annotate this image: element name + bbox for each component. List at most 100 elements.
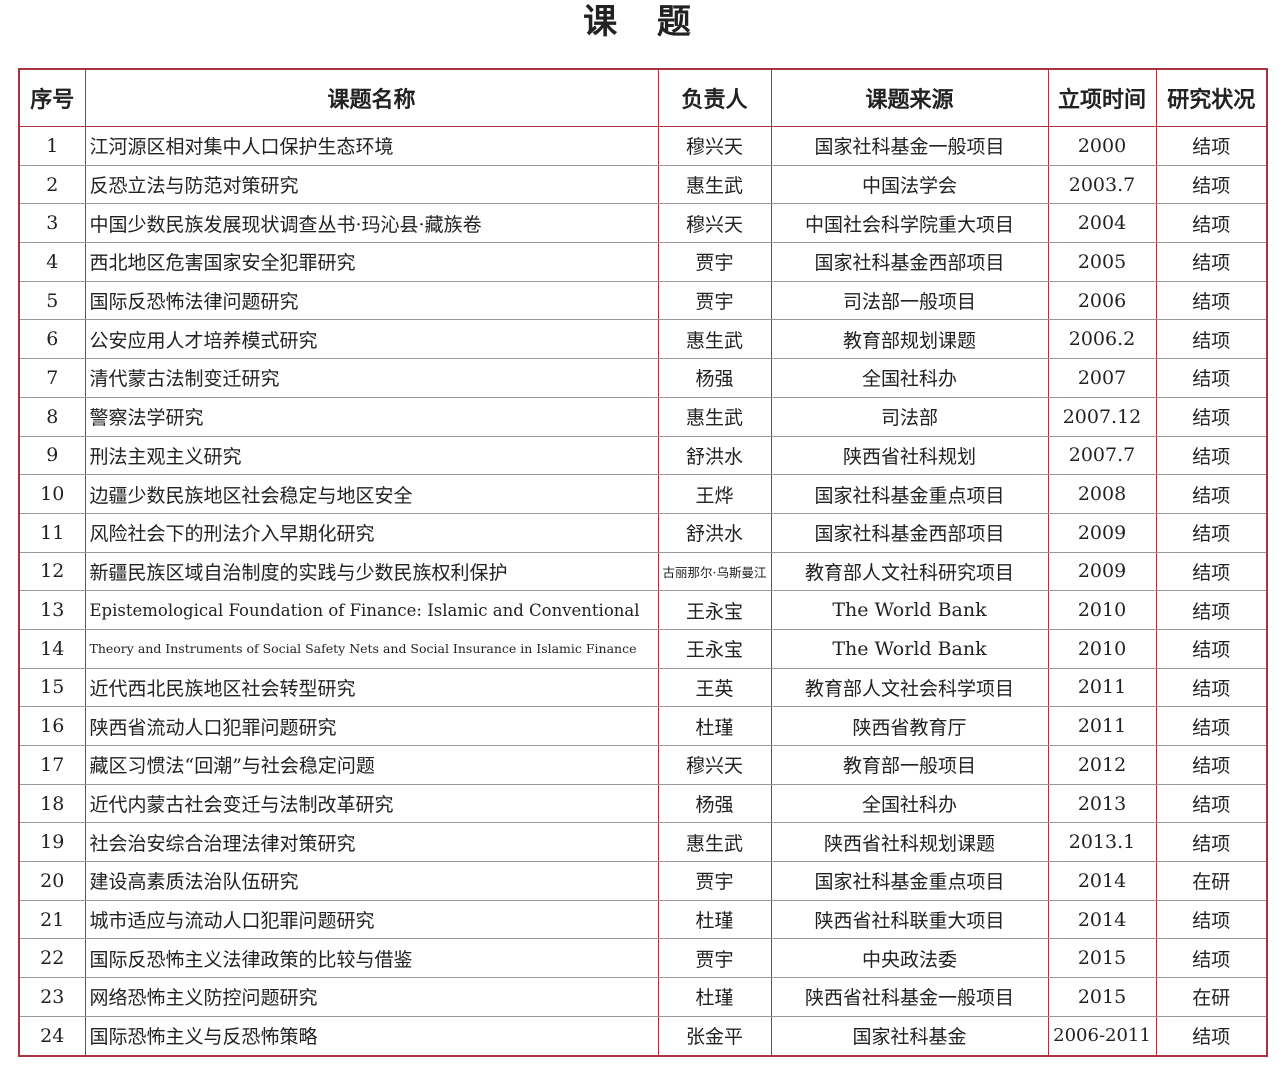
table-cell: 穆兴天	[657, 126, 772, 166]
table-cell: 在研	[1155, 861, 1268, 901]
table-row: 17 藏区习惯法“回潮”与社会稳定问题 穆兴天 教育部一般项目 2012 结项	[18, 745, 1268, 785]
project-table: 序号 课题名称 负责人 课题来源 立项时间 研究状况 1 江河源区相对集中人口保护生态环境穆…	[18, 68, 1268, 1057]
table-cell: 陕西省社科联重大项目	[770, 899, 1049, 940]
table-cell: 国家社科基金西部项目	[770, 242, 1049, 282]
table-cell: 贾宇	[657, 280, 772, 321]
table-cell: 2008	[1047, 474, 1157, 514]
table-cell: 16	[18, 706, 86, 746]
table-cell: 杜瑾	[657, 899, 772, 940]
table-cell: 陕西省社科规划课题	[770, 822, 1049, 863]
table-row: 13 Epistemological Foundation of Finance:…	[18, 590, 1268, 630]
table-cell: 2003.7	[1047, 164, 1157, 205]
header-row: 序号 课题名称 负责人 课题来源 立项时间 研究状况	[18, 68, 1268, 127]
table-cell: 18	[18, 783, 86, 824]
table-cell: 王永宝	[657, 590, 772, 630]
table-cell: 教育部一般项目	[770, 745, 1049, 785]
table-cell: 陕西省教育厅	[770, 706, 1049, 746]
table-cell: 结项	[1155, 203, 1268, 244]
table-cell: 3	[18, 203, 86, 244]
table-row: 21 城市适应与流动人口犯罪问题研究 杜瑾 陕西省社科联重大项目 2014 结项	[18, 899, 1268, 940]
table-cell: 结项	[1155, 164, 1268, 205]
table-cell: 2004	[1047, 203, 1157, 244]
table-cell: Epistemological Foundation of Finance: I…	[84, 590, 659, 630]
table-cell: 结项	[1155, 126, 1268, 166]
table-cell: 8	[18, 396, 86, 437]
table-cell: 2010	[1047, 628, 1157, 669]
table-cell: 城市适应与流动人口犯罪问题研究	[84, 899, 659, 940]
table-cell: Theory and Instruments of Social Safety …	[84, 628, 659, 669]
header-cell: 课题名称	[84, 68, 659, 127]
table-cell: 警察法学研究	[84, 396, 659, 437]
table-row: 8 警察法学研究 惠生武 司法部 2007.12 结项	[18, 396, 1268, 437]
table-cell: 结项	[1155, 474, 1268, 514]
table-cell: 2010	[1047, 590, 1157, 630]
table-row: 15 近代西北民族地区社会转型研究 王英 教育部人文社会科学项目 2011 结项	[18, 667, 1268, 708]
table-row: 14 Theory and Instruments of Social Safet…	[18, 628, 1268, 669]
table-cell: 10	[18, 474, 86, 514]
table-cell: 结项	[1155, 512, 1268, 553]
table-row: 6 公安应用人才培养模式研究 惠生武 教育部规划课题 2006.2 结项	[18, 319, 1268, 360]
table-cell: 2011	[1047, 706, 1157, 746]
table-cell: 结项	[1155, 783, 1268, 824]
table-cell: 清代蒙古法制变迁研究	[84, 358, 659, 398]
table-cell: 国家社科基金重点项目	[770, 474, 1049, 514]
table-cell: 司法部	[770, 396, 1049, 437]
table-row: 16 陕西省流动人口犯罪问题研究 杜瑾 陕西省教育厅 2011 结项	[18, 706, 1268, 746]
table-cell: 新疆民族区域自治制度的实践与少数民族权利保护	[84, 551, 659, 592]
table-cell: 12	[18, 551, 86, 592]
table-cell: 杨强	[657, 783, 772, 824]
table-row: 1 江河源区相对集中人口保护生态环境 穆兴天 国家社科基金一般项目 2000 结项	[18, 126, 1268, 166]
table-cell: 藏区习惯法“回潮”与社会稳定问题	[84, 745, 659, 785]
table-cell: 2007	[1047, 358, 1157, 398]
table-cell: 23	[18, 977, 86, 1017]
table-cell: 结项	[1155, 319, 1268, 360]
table-cell: 惠生武	[657, 822, 772, 863]
table-cell: 结项	[1155, 628, 1268, 669]
table-cell: 6	[18, 319, 86, 360]
table-cell: 22	[18, 938, 86, 979]
table-cell: 2013.1	[1047, 822, 1157, 863]
table-cell: 国家社科基金西部项目	[770, 512, 1049, 553]
table-cell: 杜瑾	[657, 706, 772, 746]
table-cell: 结项	[1155, 590, 1268, 630]
table-cell: 社会治安综合治理法律对策研究	[84, 822, 659, 863]
table-cell: 全国社科办	[770, 783, 1049, 824]
table-cell: 舒洪水	[657, 435, 772, 476]
table-cell: 2011	[1047, 667, 1157, 708]
table-cell: 全国社科办	[770, 358, 1049, 398]
table-cell: 结项	[1155, 396, 1268, 437]
table-cell: 西北地区危害国家安全犯罪研究	[84, 242, 659, 282]
table-cell: 中国社会科学院重大项目	[770, 203, 1049, 244]
table-cell: 2012	[1047, 745, 1157, 785]
table-cell: 17	[18, 745, 86, 785]
header-cell: 序号	[18, 68, 86, 127]
table-row: 24 国际恐怖主义与反恐怖策略 张金平 国家社科基金 2006-2011 结项	[18, 1015, 1268, 1057]
table-cell: 11	[18, 512, 86, 553]
table-row: 12 新疆民族区域自治制度的实践与少数民族权利保护 古丽那尔·乌斯曼江 教育部人文社科…	[18, 551, 1268, 592]
table-cell: 陕西省社科规划	[770, 435, 1049, 476]
table-cell: 风险社会下的刑法介入早期化研究	[84, 512, 659, 553]
table-cell: 国家社科基金一般项目	[770, 126, 1049, 166]
table-cell: 结项	[1155, 745, 1268, 785]
table-cell: 14	[18, 628, 86, 669]
table-cell: 结项	[1155, 358, 1268, 398]
table-cell: 穆兴天	[657, 745, 772, 785]
table-cell: 公安应用人才培养模式研究	[84, 319, 659, 360]
table-cell: 王英	[657, 667, 772, 708]
table-cell: 杨强	[657, 358, 772, 398]
table-cell: 结项	[1155, 435, 1268, 476]
table-cell: 4	[18, 242, 86, 282]
table-cell: 2015	[1047, 938, 1157, 979]
table-cell: 王永宝	[657, 628, 772, 669]
table-cell: 中国法学会	[770, 164, 1049, 205]
table-cell: 结项	[1155, 899, 1268, 940]
table-cell: 惠生武	[657, 164, 772, 205]
table-cell: 国际反恐怖主义法律政策的比较与借鉴	[84, 938, 659, 979]
table-row: 19 社会治安综合治理法律对策研究 惠生武 陕西省社科规划课题 2013.1 结项	[18, 822, 1268, 863]
table-row: 4 西北地区危害国家安全犯罪研究 贾宇 国家社科基金西部项目 2005 结项	[18, 242, 1268, 282]
table-cell: 2009	[1047, 512, 1157, 553]
table-cell: 2007.12	[1047, 396, 1157, 437]
table-cell: 惠生武	[657, 319, 772, 360]
table-cell: 近代内蒙古社会变迁与法制改革研究	[84, 783, 659, 824]
